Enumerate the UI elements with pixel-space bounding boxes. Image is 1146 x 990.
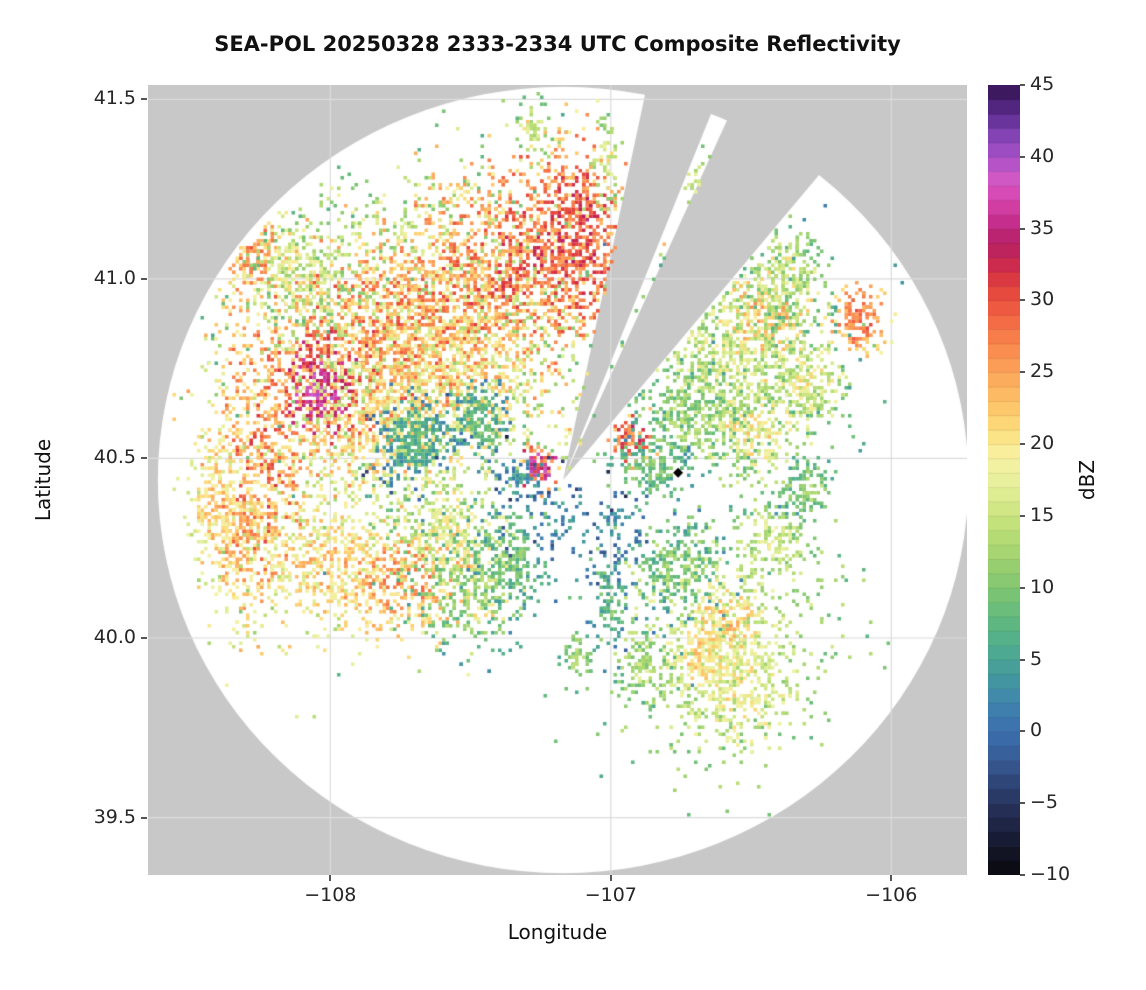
colorbar-canvas bbox=[988, 85, 1020, 875]
y-tick-mark bbox=[141, 98, 147, 101]
x-tick-mark bbox=[890, 875, 893, 881]
colorbar-tick-mark bbox=[1020, 802, 1025, 805]
colorbar-tick-label: 45 bbox=[1030, 73, 1055, 95]
colorbar-tick-label: 10 bbox=[1030, 575, 1055, 598]
colorbar-tick-label: 35 bbox=[1030, 216, 1055, 239]
y-tick-label: 40.0 bbox=[93, 626, 136, 648]
y-tick-mark bbox=[141, 277, 147, 280]
radar-plot-canvas bbox=[148, 85, 967, 875]
x-tick-label: −108 bbox=[304, 884, 357, 906]
colorbar-tick-label: 20 bbox=[1030, 432, 1055, 455]
colorbar-tick-mark bbox=[1020, 514, 1025, 517]
y-tick-label: 41.0 bbox=[93, 266, 136, 289]
colorbar-tick-mark bbox=[1020, 227, 1025, 230]
chart-title: SEA-POL 20250328 2333-2334 UTC Composite… bbox=[214, 32, 901, 56]
colorbar-tick-mark bbox=[1020, 443, 1025, 446]
colorbar-tick-mark bbox=[1020, 84, 1025, 86]
colorbar-tick-mark bbox=[1020, 730, 1025, 733]
x-tick-label: −106 bbox=[865, 884, 918, 906]
colorbar-tick-mark bbox=[1020, 658, 1025, 661]
colorbar-tick-label: 25 bbox=[1030, 360, 1055, 383]
colorbar-tick-label: 5 bbox=[1030, 647, 1043, 670]
y-tick-label: 40.5 bbox=[93, 446, 136, 469]
x-tick-mark bbox=[329, 875, 332, 881]
colorbar-tick-mark bbox=[1020, 371, 1025, 374]
y-axis-label: Latitude bbox=[31, 438, 55, 522]
y-tick-mark bbox=[141, 816, 147, 819]
colorbar-tick-mark bbox=[1020, 874, 1025, 876]
x-axis-label: Longitude bbox=[507, 920, 608, 944]
x-tick-label: −107 bbox=[584, 884, 637, 906]
colorbar-tick-label: 15 bbox=[1030, 503, 1055, 526]
y-tick-mark bbox=[141, 637, 147, 639]
colorbar-tick-label: −5 bbox=[1030, 791, 1059, 814]
colorbar-tick-mark bbox=[1020, 155, 1025, 158]
colorbar-tick-label: 0 bbox=[1030, 719, 1043, 742]
x-tick-mark bbox=[609, 875, 612, 881]
colorbar-tick-mark bbox=[1020, 586, 1025, 589]
colorbar-tick-label: 30 bbox=[1030, 288, 1055, 311]
colorbar-tick-label: −10 bbox=[1030, 863, 1071, 885]
y-tick-label: 41.5 bbox=[93, 87, 136, 110]
y-tick-label: 39.5 bbox=[93, 805, 136, 828]
colorbar-tick-mark bbox=[1020, 299, 1025, 302]
colorbar-tick-label: 40 bbox=[1030, 144, 1055, 167]
colorbar-label: dBZ bbox=[1075, 459, 1099, 501]
y-tick-mark bbox=[141, 457, 147, 460]
